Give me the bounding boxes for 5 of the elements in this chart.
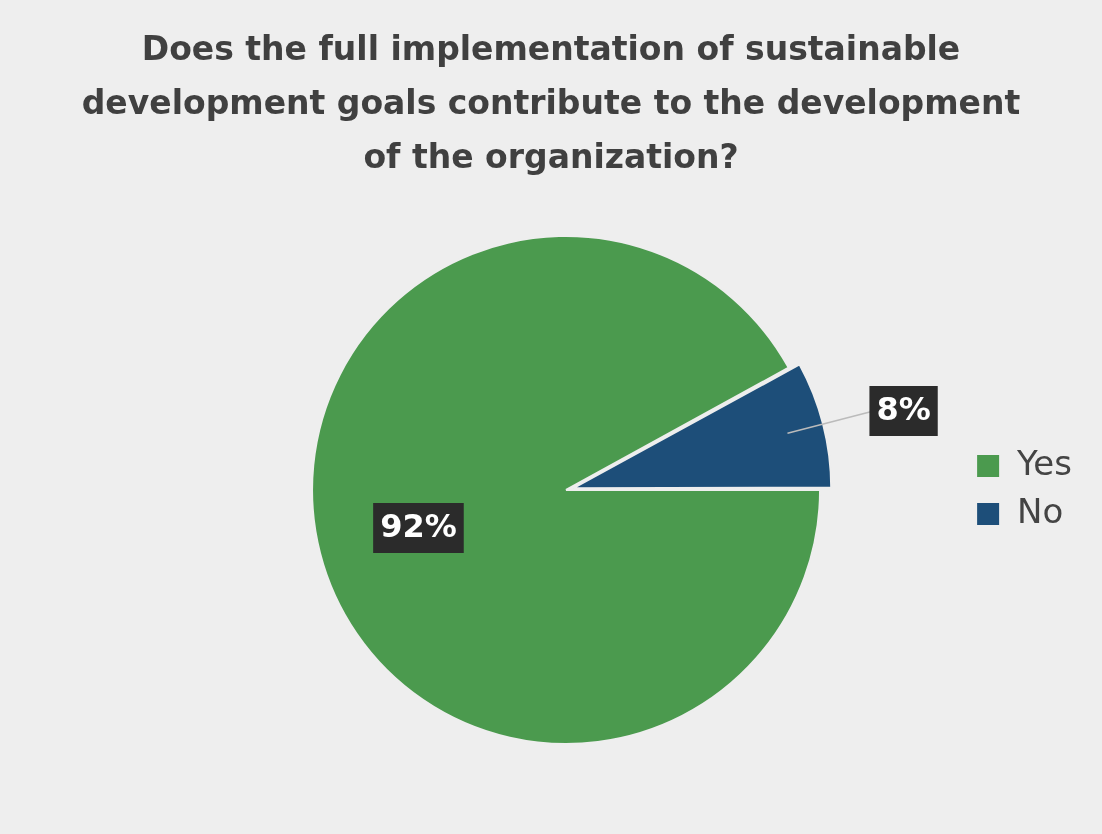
legend-label: Yes [1016,442,1073,483]
data-label: 92% [380,507,457,546]
chart-title: Does the full implementation of sustainable development goals contribute to the development of the organization? [80,28,1022,178]
legend-label: No [1017,490,1064,531]
data-label: 8% [876,390,931,429]
